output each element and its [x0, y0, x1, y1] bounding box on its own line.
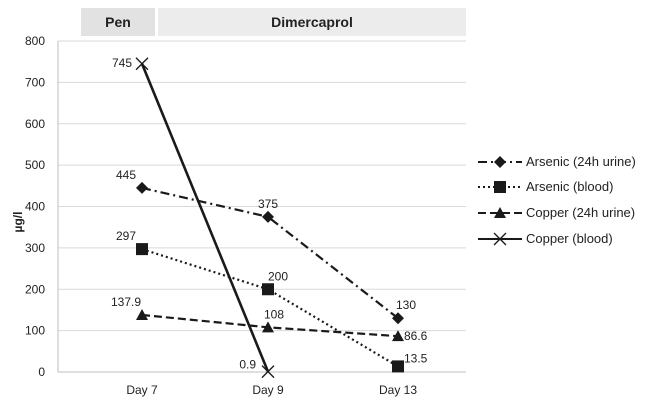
y-tick-label: 500: [25, 158, 45, 172]
data-point: [136, 308, 148, 320]
data-label: 130: [396, 298, 416, 312]
data-point: [135, 57, 149, 71]
legend-marker: [494, 181, 506, 193]
legend-marker: [494, 156, 506, 168]
treatment-bands: Pen Dimercaprol: [81, 8, 466, 36]
series-line: [140, 63, 270, 373]
y-tick-label: 100: [25, 324, 45, 338]
x-tick-labels: Day 7 Day 9 Day 13: [126, 383, 417, 397]
series-arsenic-blood: 297 200 13.5: [116, 229, 428, 373]
data-label: 13.5: [404, 351, 428, 365]
data-point: [136, 181, 148, 194]
series-line: [141, 186, 399, 320]
y-tick-label: 600: [25, 117, 45, 131]
y-tick-label: 700: [25, 75, 45, 89]
band-label-dimercaprol: Dimercaprol: [271, 14, 353, 30]
data-label: 200: [268, 269, 288, 283]
x-marker-stroke: [135, 57, 149, 71]
x-tick-label: Day 13: [379, 383, 417, 397]
data-label: 108: [264, 307, 284, 321]
data-label: 86.6: [404, 329, 428, 343]
gridlines: [58, 40, 466, 332]
data-point: [392, 312, 404, 325]
data-point: [261, 365, 275, 379]
legend-entry: Copper (blood): [478, 231, 613, 246]
legend-entry: Arsenic (blood): [478, 179, 613, 194]
band-label-pen: Pen: [105, 14, 131, 30]
x-tick-label: Day 7: [126, 383, 158, 397]
legend-marker: [493, 232, 507, 246]
band-dimercaprol: [158, 8, 466, 36]
data-label: 745: [112, 56, 132, 70]
legend-label: Copper (blood): [526, 231, 613, 246]
data-label: 297: [116, 229, 136, 243]
data-point: [262, 210, 274, 223]
x-marker-stroke: [493, 232, 507, 246]
legend-label: Arsenic (blood): [526, 179, 613, 194]
data-point: [136, 243, 148, 256]
data-point: [262, 321, 274, 333]
data-point: [392, 360, 404, 373]
series-arsenic-24h-urine: 445 375 130: [116, 168, 416, 325]
y-tick-label: 200: [25, 282, 45, 296]
legend-label: Arsenic (24h urine): [526, 154, 636, 169]
data-label: 445: [116, 168, 136, 182]
legend-marker: [494, 207, 506, 218]
data-point: [392, 330, 404, 342]
y-tick-label: 800: [25, 34, 45, 48]
x-tick-label: Day 9: [252, 383, 284, 397]
band-pen: [81, 8, 155, 36]
legend-entry: Arsenic (24h urine): [478, 154, 636, 169]
data-label: 375: [258, 197, 278, 211]
series-lines: 445 375 130 297 200 13.5 137.9 108 86.6 745 0.9: [111, 56, 428, 379]
series-copper-blood: 745 0.9: [112, 56, 275, 379]
legend-label: Copper (24h urine): [526, 205, 635, 220]
data-point: [262, 283, 274, 296]
legend-entry: Copper (24h urine): [478, 205, 635, 220]
y-axis-label: µg/l: [11, 212, 25, 233]
x-marker-stroke: [261, 365, 275, 379]
y-tick-labels: 0 100 200 300 400 500 600 700 800: [25, 34, 45, 379]
legend: Arsenic (24h urine) Arsenic (blood) Copper…: [478, 154, 636, 246]
data-label: 0.9: [239, 358, 256, 372]
y-tick-label: 400: [25, 200, 45, 214]
series-copper-24h-urine: 137.9 108 86.6: [111, 295, 428, 343]
y-tick-label: 300: [25, 241, 45, 255]
y-tick-label: 0: [38, 365, 45, 379]
data-label: 137.9: [111, 295, 141, 309]
